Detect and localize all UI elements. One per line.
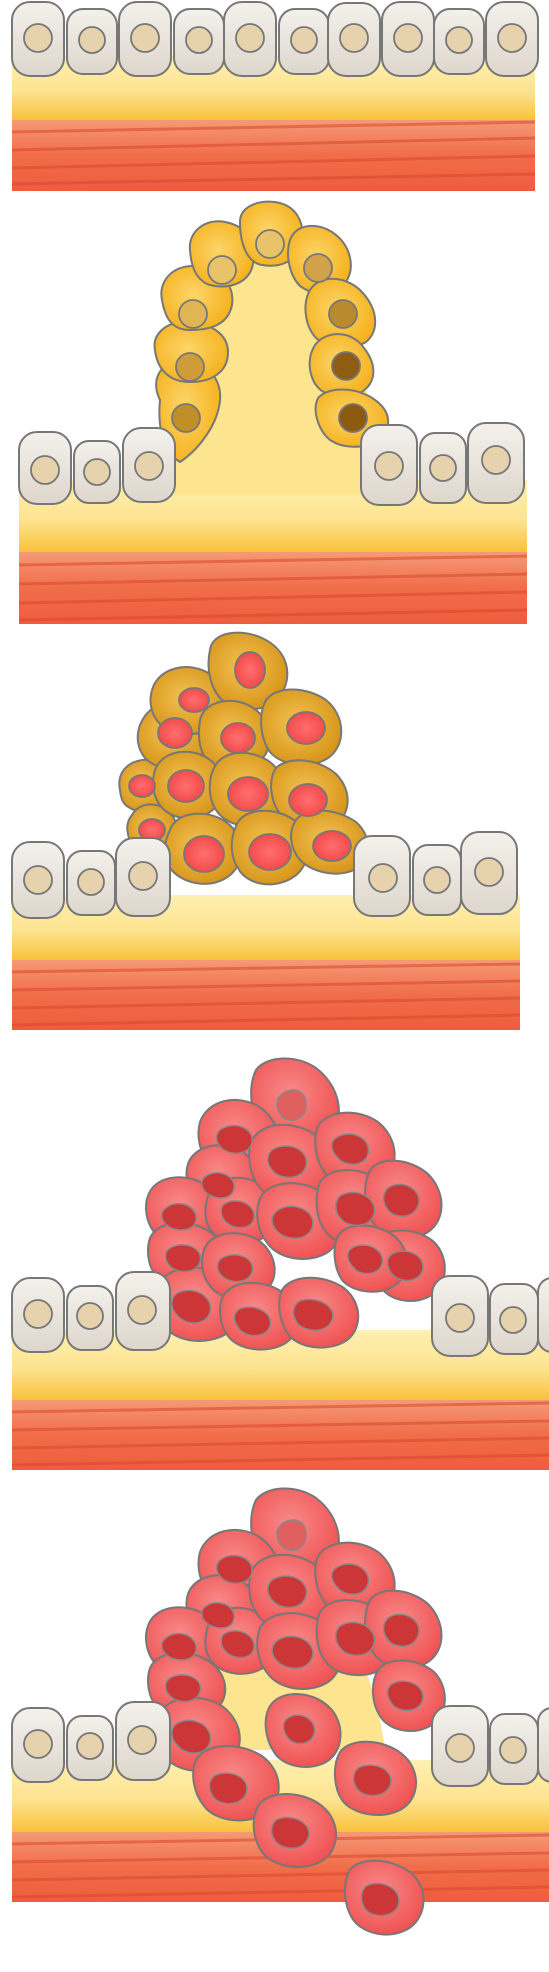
- stage-early-invasive-carcinoma: [11, 1057, 549, 1470]
- epithelial-cells-left: [11, 837, 171, 919]
- stage-normal-epithelium: [11, 1, 539, 191]
- stage-invasive-metastatic-carcinoma: [11, 1487, 549, 1936]
- epithelial-nuclei: [30, 445, 511, 486]
- muscle-fibers: [11, 1401, 549, 1467]
- stage-carcinoma-in-situ: [11, 631, 521, 1030]
- dysplastic-nuclei: [171, 229, 368, 433]
- tumor-nuclei: [161, 1089, 424, 1337]
- epithelial-nuclei: [23, 1295, 527, 1334]
- muscle-fibers: [11, 962, 521, 1027]
- muscle-fibers: [11, 120, 536, 186]
- muscle-fibers: [18, 554, 528, 622]
- carcinoma-nuclei: [128, 651, 352, 873]
- epithelial-nuclei: [23, 857, 504, 896]
- epithelial-nuclei: [23, 23, 527, 54]
- tumor-nuclei: [161, 1519, 424, 1917]
- epithelial-nuclei: [23, 1725, 527, 1764]
- stage-hyperplasia-dysplasia: [18, 200, 528, 624]
